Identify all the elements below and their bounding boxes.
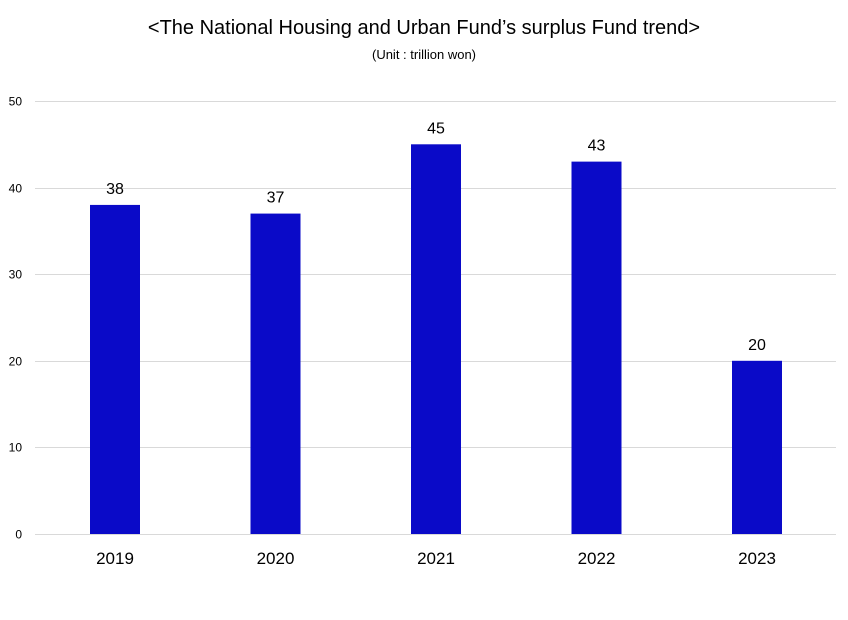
chart-title: <The National Housing and Urban Fund’s s…	[147, 17, 701, 39]
bar	[571, 161, 622, 534]
y-tick-label: 10	[9, 441, 23, 455]
bars	[90, 144, 782, 535]
gridlines	[35, 101, 836, 535]
data-label: 38	[106, 181, 124, 198]
y-tick-label: 0	[15, 528, 22, 542]
y-tick-label: 50	[9, 95, 23, 109]
y-tick-label: 30	[9, 268, 23, 282]
data-label: 37	[267, 190, 285, 207]
x-tick-label: 2019	[96, 549, 134, 568]
x-axis-ticks: 2019 2020 2021 2022 2023	[96, 549, 776, 568]
bar	[411, 144, 461, 535]
x-tick-label: 2021	[417, 549, 455, 568]
x-tick-label: 2022	[578, 549, 616, 568]
data-label: 45	[427, 120, 445, 137]
x-tick-label: 2023	[738, 549, 776, 568]
data-label: 20	[748, 337, 766, 354]
bar	[732, 360, 782, 534]
bar	[250, 213, 301, 534]
data-label: 43	[588, 138, 606, 155]
y-tick-label: 40	[9, 182, 23, 196]
x-tick-label: 2020	[257, 549, 295, 568]
y-tick-label: 20	[9, 355, 23, 369]
chart-subtitle: (Unit : trillion won)	[371, 47, 477, 62]
y-axis-ticks: 0 10 20 30 40 50	[9, 95, 23, 542]
bar	[90, 204, 140, 535]
data-labels: 38 37 45 43 20	[106, 120, 766, 353]
